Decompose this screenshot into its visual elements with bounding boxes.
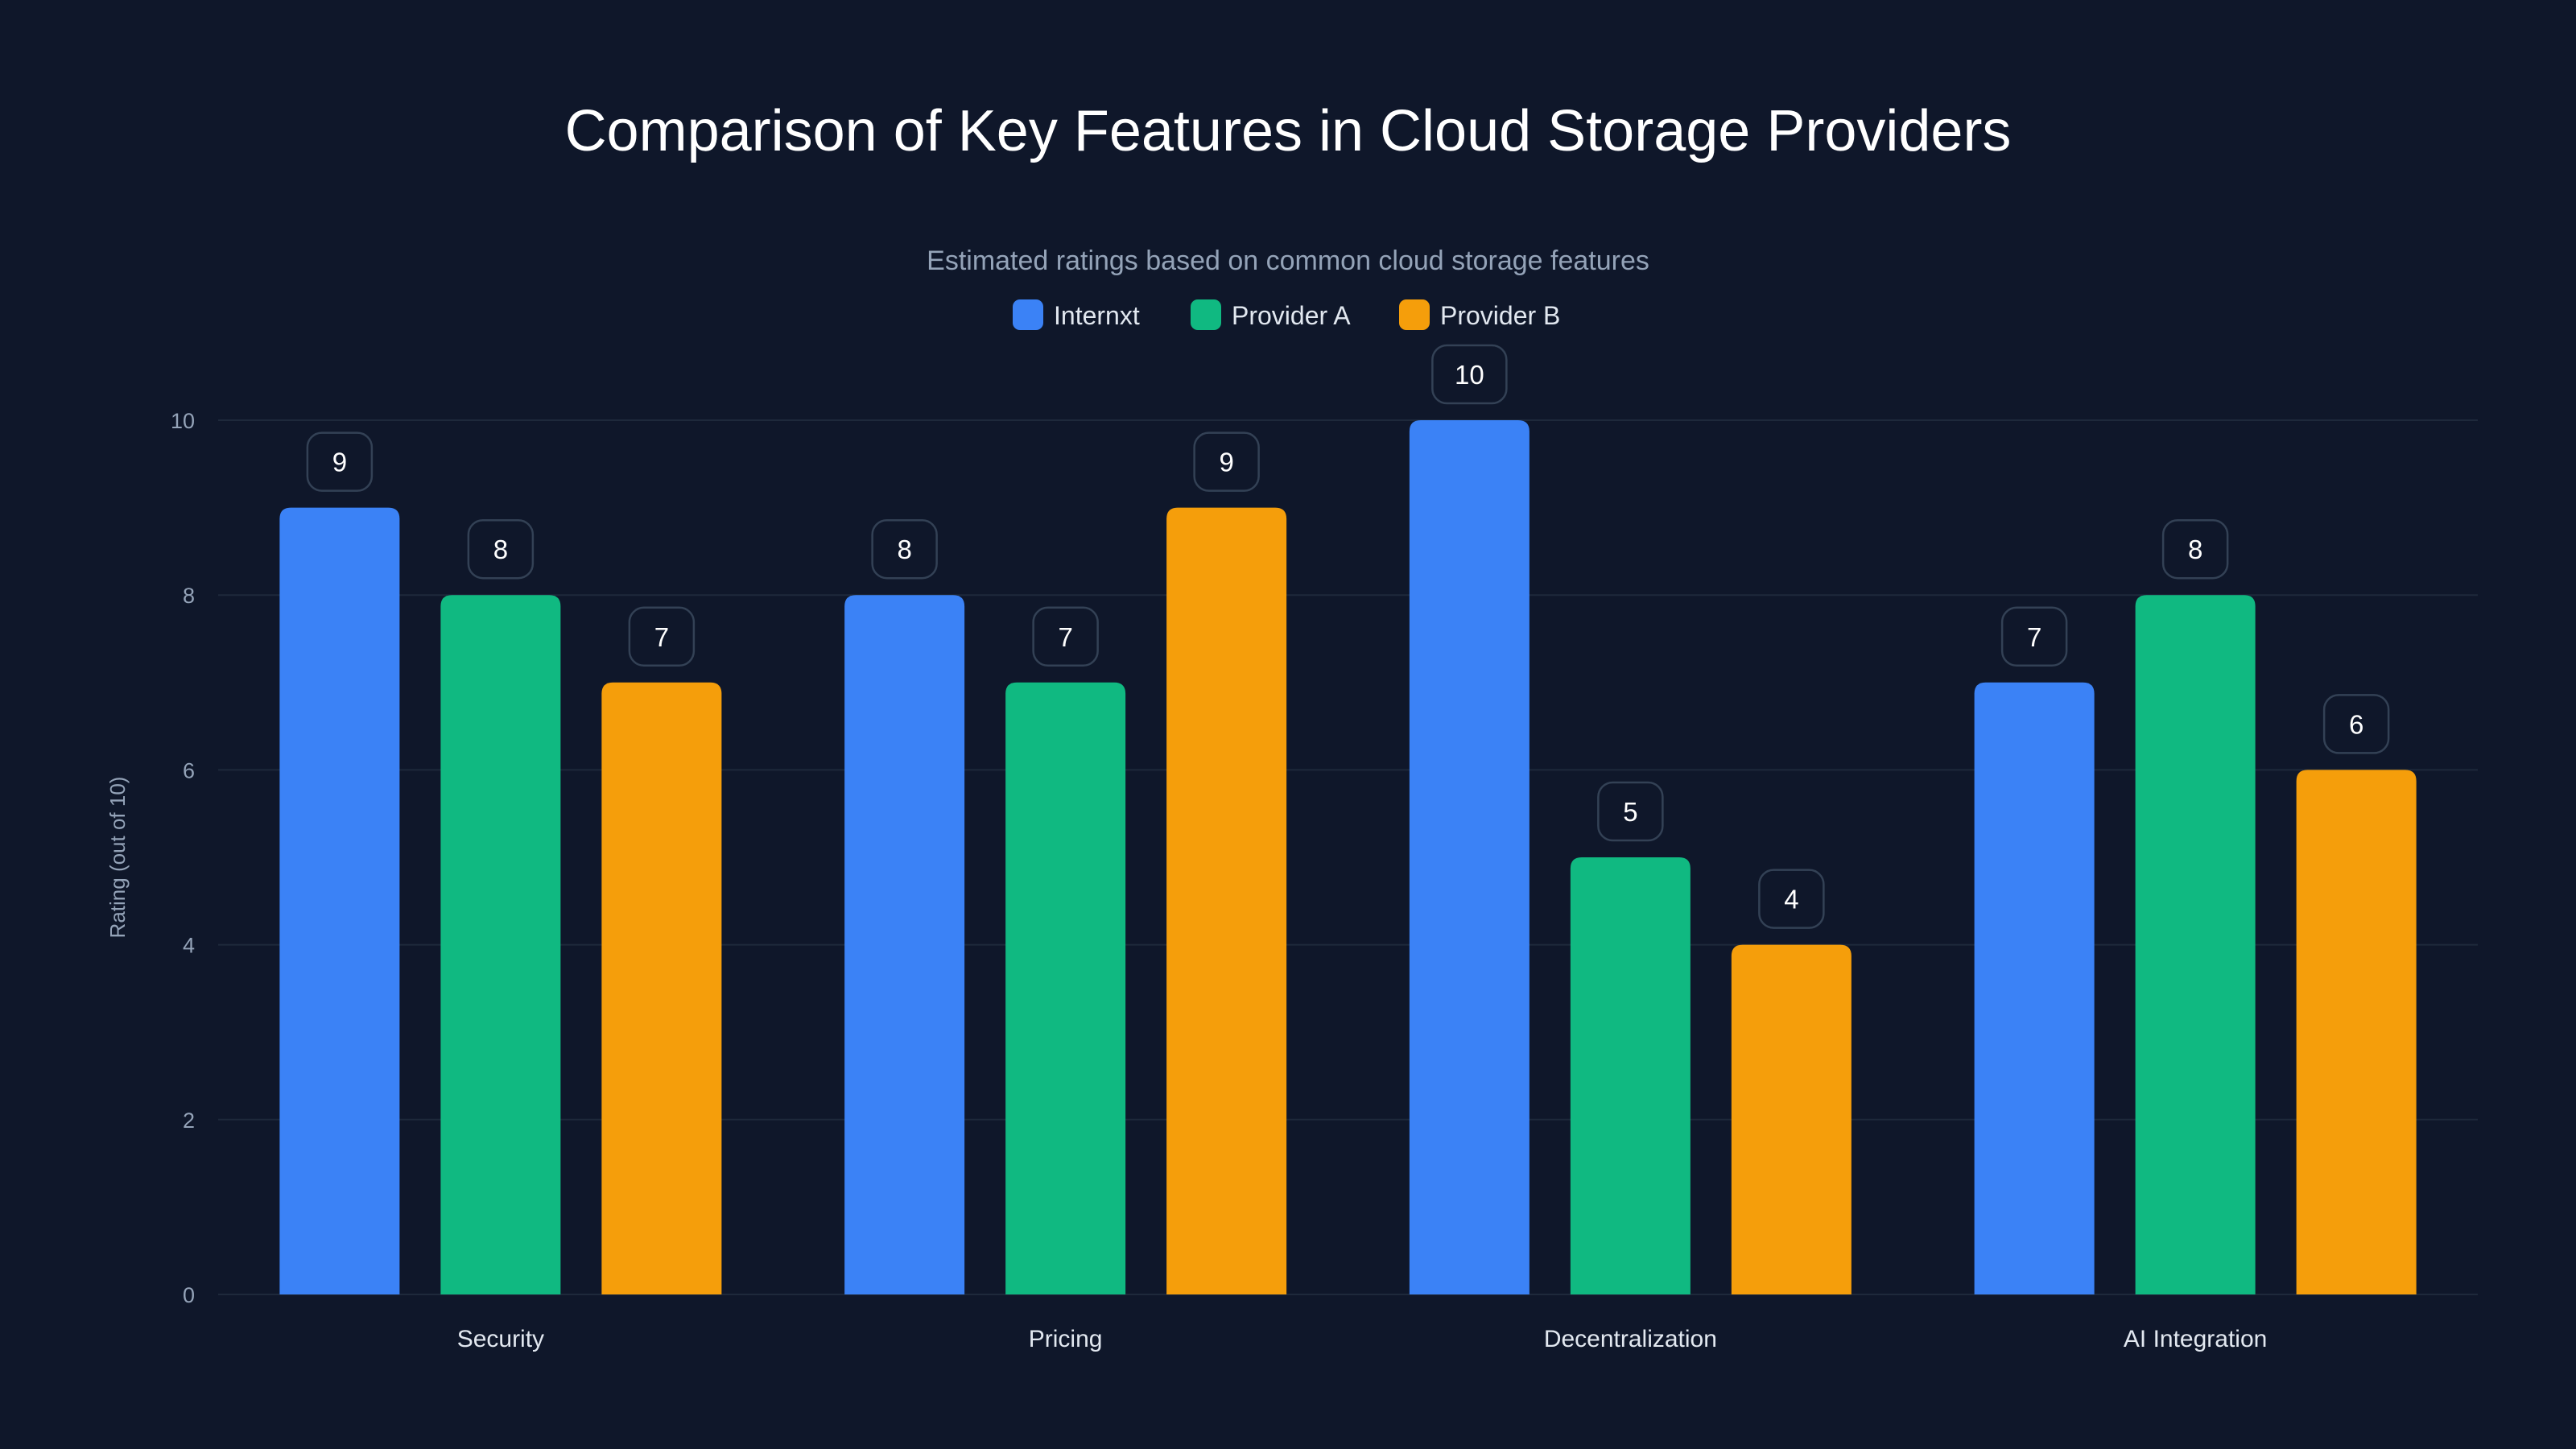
data-labels: 9 8 7 8 7 9 10 5 4 7 8 6	[306, 344, 2390, 929]
x-category-label: Decentralization	[1544, 1326, 1717, 1352]
data-label-text: 4	[1784, 885, 1798, 914]
y-tick-label: 6	[183, 758, 195, 782]
data-label-box	[2161, 518, 2229, 580]
legend-swatch	[1191, 299, 1221, 330]
legend-item-internxt[interactable]: Internxt	[1013, 299, 1140, 330]
data-label: 9	[306, 431, 374, 492]
data-label-text: 6	[2349, 709, 2363, 739]
data-label-box	[1597, 781, 1664, 842]
data-label: 9	[1193, 431, 1260, 492]
data-label: 4	[1758, 869, 1825, 929]
y-tick-label: 4	[183, 934, 195, 958]
y-axis-label: Rating (out of 10)	[105, 777, 130, 939]
y-tick-label: 2	[183, 1108, 195, 1133]
data-label-text: 8	[2188, 535, 2202, 564]
data-label-box	[1193, 431, 1260, 492]
data-label-text: 9	[1219, 448, 1233, 477]
bars	[279, 420, 2417, 1294]
bar-provider-b[interactable]	[601, 682, 722, 1294]
data-label: 5	[1597, 781, 1664, 842]
legend-item-provider-a[interactable]: Provider A	[1191, 299, 1351, 330]
data-label-box	[871, 518, 938, 580]
data-label-text: 8	[897, 535, 911, 564]
x-category-label: Pricing	[1029, 1326, 1103, 1352]
bar-internxt[interactable]	[1974, 682, 2095, 1294]
data-label: 6	[2322, 694, 2390, 754]
x-category-label: Security	[457, 1326, 544, 1352]
data-label-text: 7	[654, 622, 669, 652]
bar-internxt[interactable]	[279, 507, 400, 1294]
chart-subtitle: Estimated ratings based on common cloud …	[927, 246, 1649, 276]
data-label-box	[628, 606, 696, 667]
data-label-box	[306, 431, 374, 492]
data-label-text: 10	[1455, 360, 1484, 390]
data-label-box	[467, 518, 535, 580]
data-label: 10	[1431, 344, 1508, 405]
data-label-text: 7	[2027, 622, 2041, 652]
data-label-box	[2000, 606, 2068, 667]
legend-label: Provider A	[1232, 301, 1351, 330]
bar-internxt[interactable]	[844, 595, 965, 1294]
data-label-text: 9	[332, 448, 347, 477]
bar-provider-a[interactable]	[2135, 595, 2256, 1294]
data-label-box	[1032, 606, 1099, 667]
y-tick-label: 10	[171, 409, 195, 433]
bar-internxt[interactable]	[1409, 420, 1530, 1294]
data-label: 8	[871, 518, 938, 580]
y-tick-label: 0	[183, 1283, 195, 1307]
bar-provider-b[interactable]	[2296, 770, 2417, 1294]
y-tick-label: 8	[183, 584, 195, 608]
data-label: 7	[1032, 606, 1099, 667]
data-label-text: 5	[1623, 797, 1637, 827]
y-axis-ticks: 0 2 4 6 8 10	[171, 409, 195, 1307]
data-label-box	[1431, 344, 1508, 405]
legend-swatch	[1399, 299, 1430, 330]
bar-provider-a[interactable]	[440, 595, 561, 1294]
bar-provider-a[interactable]	[1570, 857, 1690, 1294]
chart-title: Comparison of Key Features in Cloud Stor…	[565, 99, 2012, 163]
x-category-label: AI Integration	[2124, 1326, 2267, 1352]
data-label: 7	[2000, 606, 2068, 667]
bar-provider-a[interactable]	[1005, 682, 1126, 1294]
data-label-text: 8	[493, 535, 508, 564]
data-label-box	[1758, 869, 1825, 929]
legend[interactable]: Internxt Provider A Provider B	[1013, 299, 1560, 330]
bar-provider-b[interactable]	[1166, 507, 1287, 1294]
legend-swatch	[1013, 299, 1043, 330]
gridlines	[218, 419, 2478, 1295]
data-label: 8	[467, 518, 535, 580]
x-axis-categories: Security Pricing Decentralization AI Integr…	[457, 1326, 2268, 1352]
data-label: 8	[2161, 518, 2229, 580]
data-label-box	[2322, 694, 2390, 754]
data-label: 7	[628, 606, 696, 667]
bar-provider-b[interactable]	[1731, 944, 1852, 1294]
legend-label: Provider B	[1440, 301, 1560, 330]
data-label-text: 7	[1058, 622, 1072, 652]
legend-item-provider-b[interactable]: Provider B	[1399, 299, 1560, 330]
legend-label: Internxt	[1054, 301, 1140, 330]
